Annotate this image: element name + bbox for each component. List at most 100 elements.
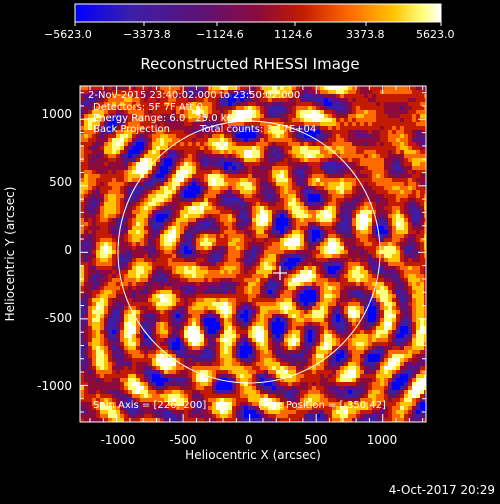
image-pixel [352,110,356,114]
image-pixel [132,170,136,174]
image-pixel [284,274,288,278]
image-pixel [348,106,352,110]
image-pixel [88,134,92,138]
image-pixel [212,194,216,198]
image-pixel [328,98,332,102]
image-pixel [404,110,408,114]
image-pixel [332,222,336,226]
image-pixel [288,206,292,210]
image-pixel [416,218,420,222]
image-pixel [312,106,316,110]
image-pixel [152,262,156,266]
image-pixel [416,114,420,118]
image-pixel [360,306,364,310]
image-pixel [120,234,124,238]
image-pixel [124,138,128,142]
image-pixel [372,86,376,90]
image-pixel [88,114,92,118]
image-pixel [388,106,392,110]
image-pixel [320,238,324,242]
image-pixel [112,162,116,166]
image-pixel [92,270,96,274]
image-pixel [240,278,244,282]
image-pixel [100,242,104,246]
image-pixel [188,298,192,302]
image-pixel [260,226,264,230]
image-pixel [268,230,272,234]
image-pixel [132,242,136,246]
image-pixel [228,178,232,182]
image-pixel [304,102,308,106]
image-pixel [152,242,156,246]
image-pixel [336,290,340,294]
image-pixel [172,202,176,206]
image-pixel [216,158,220,162]
image-pixel [204,150,208,154]
image-pixel [192,170,196,174]
image-pixel [160,302,164,306]
image-pixel [84,290,88,294]
image-pixel [392,294,396,298]
image-pixel [228,142,232,146]
image-pixel [404,98,408,102]
image-pixel [216,278,220,282]
image-pixel [380,290,384,294]
image-pixel [400,298,404,302]
image-pixel [140,182,144,186]
image-pixel [132,294,136,298]
image-pixel [92,294,96,298]
image-pixel [336,278,340,282]
image-pixel [256,226,260,230]
image-pixel [92,242,96,246]
image-pixel [344,310,348,314]
image-pixel [344,258,348,262]
image-pixel [324,270,328,274]
image-pixel [144,314,148,318]
image-pixel [404,134,408,138]
image-pixel [208,270,212,274]
image-pixel [316,166,320,170]
image-pixel [300,222,304,226]
image-pixel [224,262,228,266]
image-pixel [100,150,104,154]
image-pixel [192,150,196,154]
image-pixel [356,158,360,162]
image-pixel [356,270,360,274]
image-pixel [164,210,168,214]
image-pixel [204,170,208,174]
image-pixel [332,290,336,294]
image-pixel [372,266,376,270]
image-pixel [296,246,300,250]
image-pixel [384,238,388,242]
image-pixel [104,174,108,178]
image-pixel [368,122,372,126]
image-pixel [248,234,252,238]
image-pixel [340,286,344,290]
image-pixel [252,266,256,270]
image-pixel [136,258,140,262]
image-pixel [116,170,120,174]
image-pixel [272,146,276,150]
colorbar-tick-label: −3373.8 [123,28,171,41]
image-pixel [380,102,384,106]
image-pixel [328,310,332,314]
image-pixel [372,302,376,306]
image-pixel [192,178,196,182]
image-pixel [372,146,376,150]
image-pixel [124,230,128,234]
image-pixel [232,150,236,154]
image-pixel [272,238,276,242]
image-pixel [284,254,288,258]
image-pixel [268,290,272,294]
image-pixel [384,194,388,198]
image-pixel [392,106,396,110]
image-pixel [380,118,384,122]
image-pixel [144,182,148,186]
image-pixel [140,270,144,274]
image-pixel [188,270,192,274]
image-pixel [80,206,84,210]
image-pixel [208,194,212,198]
image-pixel [140,238,144,242]
image-pixel [348,254,352,258]
image-pixel [224,258,228,262]
